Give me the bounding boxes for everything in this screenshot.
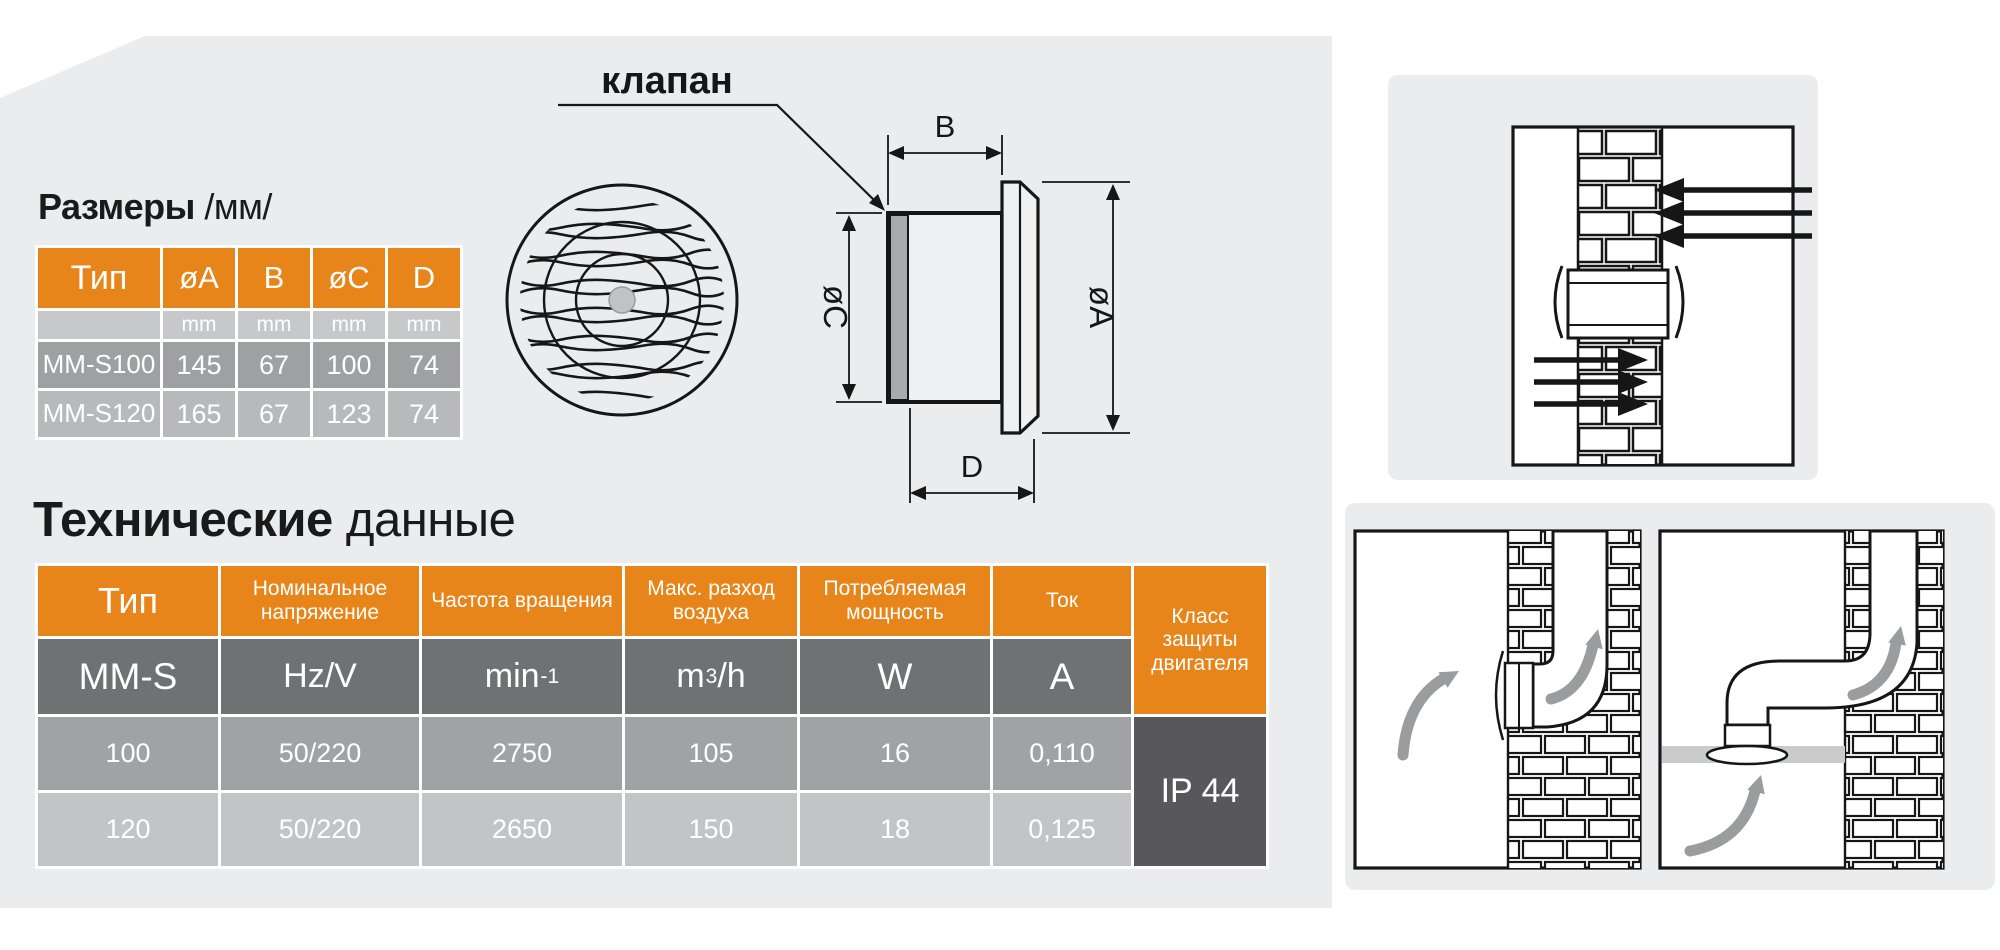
dims-row-value: 145	[163, 342, 235, 388]
tech-row-value: 120	[38, 793, 218, 866]
dims-row-value: 100	[313, 342, 385, 388]
dims-row-value: 165	[163, 391, 235, 437]
duct-elbow	[1725, 529, 1919, 727]
technical-title-bold: Технические	[33, 493, 333, 547]
airflow-arrows-out	[1534, 348, 1648, 416]
dimensions-title-bold: Размеры	[38, 186, 195, 227]
dimension-d	[909, 408, 1035, 503]
wall-mount-diagram	[1511, 125, 1812, 467]
dimension-c	[836, 212, 882, 403]
dims-row-type: MM-S120	[38, 391, 160, 437]
dimensions-table: Тип øA B øC D mm mm mm mm MM-S100 145 67…	[35, 245, 463, 440]
tech-header-current: Ток	[993, 566, 1131, 636]
tech-row-value: 16	[800, 717, 990, 790]
ceiling-fan	[1723, 723, 1772, 748]
fan-front-view	[505, 183, 739, 417]
fan-hub	[608, 286, 636, 314]
fan-in-wall	[1553, 265, 1685, 340]
tech-row-value: 18	[800, 793, 990, 866]
tech-header-power: Потребляемая мощность	[800, 566, 990, 636]
dim-a-label: øA	[1083, 286, 1120, 328]
airflow-arrow	[1397, 639, 1599, 761]
valve-leader-line	[558, 103, 885, 211]
technical-title: Технические данные	[33, 492, 516, 548]
tech-row-value: 150	[625, 793, 797, 866]
tech-row-value: 2750	[422, 717, 622, 790]
dim-d-label: D	[961, 449, 983, 484]
duct-install-diagrams	[1353, 529, 1945, 870]
tech-row-value: 105	[625, 717, 797, 790]
dimensions-title-unit: /мм/	[204, 186, 272, 227]
tech-row-value: 50/220	[221, 793, 419, 866]
tech-unit-airflow-rest: /h	[717, 657, 746, 696]
dims-row-value: 123	[313, 391, 385, 437]
technical-title-light: данные	[345, 493, 516, 547]
tech-row-value: 0,125	[993, 793, 1131, 866]
valve-strip	[889, 214, 909, 401]
tech-protection-value: IP 44	[1134, 717, 1266, 866]
tech-header-airflow: Макс. разход воздуха	[625, 566, 797, 636]
tech-header-type: Тип	[38, 566, 218, 636]
tech-unit-power: W	[800, 639, 990, 714]
duct-channel	[1531, 529, 1609, 729]
tech-unit-airflow: m 3/h	[625, 639, 797, 714]
dims-unit-mm: mm	[388, 311, 460, 339]
dims-header-d: D	[388, 248, 460, 308]
dims-row-value: 67	[238, 342, 310, 388]
dims-row-value: 67	[238, 391, 310, 437]
airflow-arrows-in	[1654, 178, 1812, 248]
valve-label: клапан	[601, 60, 733, 102]
wall-duct-diagram	[1353, 529, 1642, 870]
dims-unit-mm: mm	[163, 311, 235, 339]
tech-unit-voltage: Hz/V	[221, 639, 419, 714]
tech-unit-current: A	[993, 639, 1131, 714]
tech-header-voltage: Номинальное напряжение	[221, 566, 419, 636]
dims-row-value: 74	[388, 342, 460, 388]
dims-row-value: 74	[388, 391, 460, 437]
dims-unit-mm: mm	[238, 311, 310, 339]
dims-unit-mm: mm	[313, 311, 385, 339]
tech-row-value: 50/220	[221, 717, 419, 790]
dims-row-type: MM-S100	[38, 342, 160, 388]
tech-header-speed: Частота вращения	[422, 566, 622, 636]
dims-header-type: Тип	[38, 248, 160, 308]
technical-table: Тип Номинальное напряжение Частота враще…	[35, 563, 1269, 869]
tech-row-value: 0,110	[993, 717, 1131, 790]
ceiling-fan-flange	[1705, 744, 1789, 766]
tech-header-protection: Класс защиты двигателя	[1134, 566, 1266, 714]
dims-unit-empty	[38, 311, 160, 339]
dimension-b	[887, 135, 1003, 205]
ceiling-duct-diagram	[1658, 529, 1945, 870]
tech-unit-airflow-base: m	[676, 657, 705, 696]
tech-row-value: 2650	[422, 793, 622, 866]
tech-row-value: 100	[38, 717, 218, 790]
dimension-a	[1042, 181, 1130, 434]
dim-c-label: øC	[817, 285, 854, 329]
fan-technical-drawing: клапан	[505, 60, 1130, 503]
airflow-arrow	[1684, 637, 1902, 857]
dims-header-dc: øC	[313, 248, 385, 308]
dims-header-b: B	[238, 248, 310, 308]
fan-side-view	[886, 180, 1040, 435]
tech-unit-type: MM-S	[38, 639, 218, 714]
tech-unit-speed-base: min	[484, 657, 540, 696]
dims-header-da: øA	[163, 248, 235, 308]
tech-unit-speed: min -1	[422, 639, 622, 714]
dimensions-title: Размеры /мм/	[38, 186, 272, 228]
dim-b-label: B	[935, 109, 956, 144]
